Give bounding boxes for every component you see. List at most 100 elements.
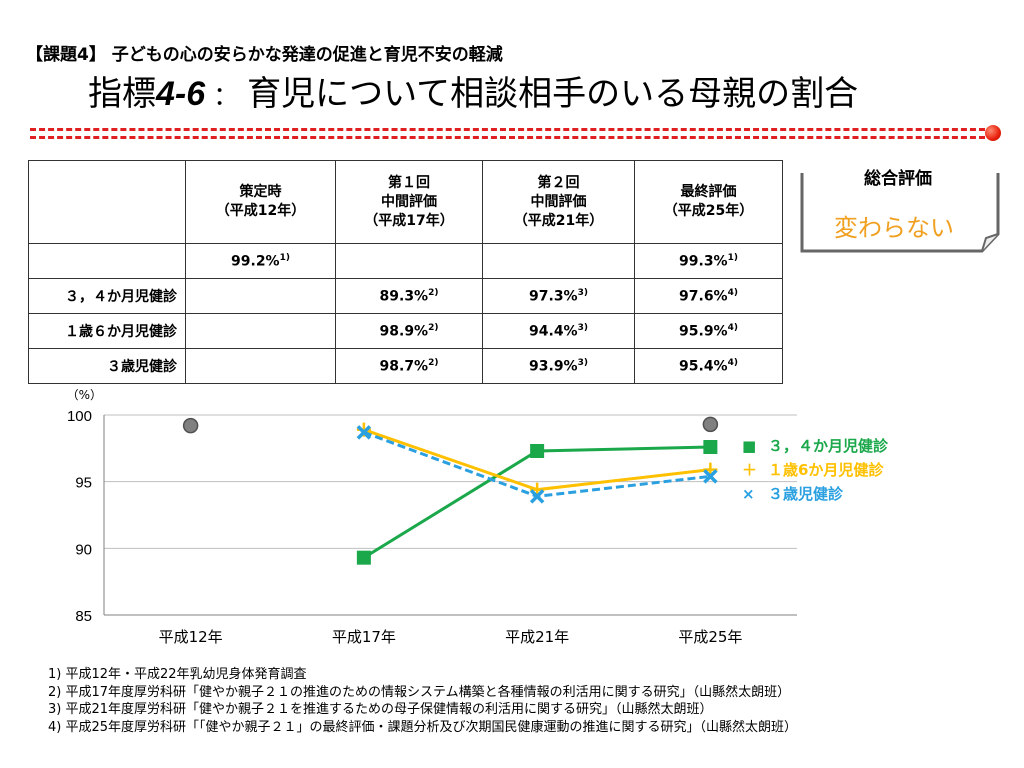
table-cell: 95.4%4) bbox=[634, 348, 783, 384]
indicator-prefix: 指標 bbox=[88, 74, 156, 114]
legend-marker: × bbox=[742, 485, 755, 503]
indicator-title: 育児について相談相手のいる母親の割合 bbox=[247, 74, 859, 114]
header-text: 第２回 中間評価 （平成21年） bbox=[513, 174, 604, 229]
header-cell: 第２回 中間評価 （平成21年） bbox=[482, 160, 635, 244]
x-tick-label: 平成12年 bbox=[159, 628, 223, 646]
table-cell: 99.2%1) bbox=[185, 243, 336, 279]
table-cell: 97.3%3) bbox=[482, 278, 635, 314]
table-cell: 97.6%4) bbox=[634, 278, 783, 314]
table-row: ３，４か月児健診 89.3%2) 97.3%3) 97.6%4) bbox=[28, 278, 783, 314]
red-dot-icon bbox=[985, 125, 1001, 141]
footnote: 2) 平成17年度厚労科研「健やか親子２１の推進のための情報システム構築と各種情… bbox=[48, 684, 791, 700]
series-point bbox=[703, 440, 718, 454]
y-tick-label: 90 bbox=[75, 541, 92, 558]
cell-note: 3) bbox=[577, 287, 588, 298]
subject-heading: 【課題4】 子どもの心の安らかな発達の促進と育児不安の軽減 bbox=[26, 45, 503, 65]
table-row: 99.2%1) 99.3%1) bbox=[28, 243, 783, 279]
cell-value: 93.9% bbox=[529, 358, 578, 375]
page-title: 指標4-6：育児について相談相手のいる母親の割合 bbox=[88, 72, 858, 119]
title-divider-top bbox=[30, 128, 985, 131]
legend-label: ３，４か月児健診 bbox=[768, 437, 889, 455]
header-cell bbox=[28, 160, 186, 244]
cell-value: 95.4% bbox=[679, 358, 728, 375]
header-cell: 策定時 （平成12年） bbox=[185, 160, 336, 244]
cell-value: 99.3% bbox=[679, 253, 728, 270]
x-tick-label: 平成25年 bbox=[678, 628, 742, 646]
cell-note: 2) bbox=[428, 357, 439, 368]
table-cell: 89.3%2) bbox=[335, 278, 483, 314]
cell-note: 1) bbox=[279, 252, 290, 263]
table-cell: 94.4%3) bbox=[482, 313, 635, 349]
evaluation-frame bbox=[800, 173, 1000, 253]
table-row: ３歳児健診 98.7%2) 93.9%3) 95.4%4) bbox=[28, 348, 783, 384]
legend-marker: ■ bbox=[742, 437, 756, 455]
table-cell bbox=[335, 243, 483, 279]
cell-note: 4) bbox=[727, 287, 738, 298]
y-tick-label: 85 bbox=[75, 608, 92, 625]
series-point bbox=[530, 444, 545, 458]
series-line bbox=[363, 428, 711, 492]
indicator-separator: ： bbox=[213, 82, 240, 112]
series-line bbox=[363, 445, 711, 559]
table-cell: 93.9%3) bbox=[482, 348, 635, 384]
table-cell bbox=[185, 348, 336, 384]
evaluation-value: 変わらない bbox=[834, 214, 954, 242]
cell-note: 3) bbox=[577, 357, 588, 368]
cell-value: 95.9% bbox=[679, 323, 728, 340]
table-row: １歳６か月児健診 98.9%2) 94.4%3) 95.9%4) bbox=[28, 313, 783, 349]
cell-note: 2) bbox=[428, 322, 439, 333]
table-cell: 99.3%1) bbox=[634, 243, 783, 279]
row-label: ３歳児健診 bbox=[28, 348, 186, 384]
table-cell bbox=[482, 243, 635, 279]
cell-value: 98.7% bbox=[379, 358, 429, 375]
cell-note: 4) bbox=[727, 357, 738, 368]
cell-note: 1) bbox=[727, 252, 738, 263]
row-label: ３，４か月児健診 bbox=[28, 278, 186, 314]
title-divider-bottom bbox=[30, 136, 985, 139]
footnote: 4) 平成25年度厚労科研「「健やか親子２１」の最終評価・課題分析及び次期国民健… bbox=[48, 719, 798, 735]
overall-evaluation-box: 総合評価 変わらない bbox=[796, 164, 1000, 260]
line-chart: 85 90 95 100 （%） 平成12年 平成17年 平成21年 平成25年 ■ ３，４か月児健… bbox=[67, 388, 889, 646]
data-table: 策定時 （平成12年） 第１回 中間評価 （平成17年） 第２回 中間評価 （平… bbox=[28, 160, 783, 384]
header-cell: 最終評価 （平成25年） bbox=[634, 160, 783, 244]
cell-note: 4) bbox=[727, 322, 738, 333]
legend-label: ３歳児健診 bbox=[768, 485, 844, 503]
footnote: 3) 平成21年度厚労科研「健やか親子２１を推進するための母子保健情報の利活用に… bbox=[48, 702, 713, 717]
cell-note: 3) bbox=[577, 322, 588, 333]
series-point bbox=[356, 550, 371, 565]
x-tick-label: 平成21年 bbox=[505, 628, 569, 646]
footnotes: 1) 平成12年・平成22年乳幼児身体発育調査 2) 平成17年度厚労科研「健や… bbox=[48, 666, 797, 736]
row-label bbox=[28, 243, 186, 279]
x-tick-label: 平成17年 bbox=[332, 628, 396, 646]
table-cell bbox=[185, 278, 336, 314]
evaluation-label: 総合評価 bbox=[796, 164, 1000, 189]
cell-value: 97.3% bbox=[529, 288, 578, 305]
y-unit-label: （%） bbox=[67, 388, 102, 402]
overall-point bbox=[702, 416, 719, 433]
y-tick-label: 100 bbox=[67, 408, 92, 425]
header-cell: 第１回 中間評価 （平成17年） bbox=[335, 160, 483, 244]
table-header-row: 策定時 （平成12年） 第１回 中間評価 （平成17年） 第２回 中間評価 （平… bbox=[28, 160, 783, 244]
cell-value: 98.9% bbox=[379, 323, 429, 340]
header-text: 第１回 中間評価 （平成17年） bbox=[364, 174, 454, 229]
table-cell: 95.9%4) bbox=[634, 313, 783, 349]
row-label: １歳６か月児健診 bbox=[28, 313, 186, 349]
legend-marker: ＋ bbox=[742, 461, 757, 479]
series-point bbox=[703, 469, 718, 484]
table-cell: 98.7%2) bbox=[335, 348, 483, 384]
y-tick-label: 95 bbox=[75, 475, 92, 492]
header-text: 策定時 （平成12年） bbox=[215, 184, 306, 219]
header-text: 最終評価 （平成25年） bbox=[663, 184, 754, 219]
series-point bbox=[529, 489, 545, 504]
cell-note: 2) bbox=[428, 287, 439, 298]
indicator-number: 4-6 bbox=[156, 75, 206, 113]
legend-label: １歳6か月児健診 bbox=[768, 461, 884, 479]
cell-value: 94.4% bbox=[529, 323, 578, 340]
table-cell: 98.9%2) bbox=[335, 313, 483, 349]
table-cell bbox=[185, 313, 336, 349]
series-point bbox=[356, 425, 372, 440]
cell-value: 89.3% bbox=[379, 288, 429, 305]
cell-value: 97.6% bbox=[679, 288, 728, 305]
footnote: 1) 平成12年・平成22年乳幼児身体発育調査 bbox=[48, 667, 307, 682]
overall-point bbox=[182, 417, 199, 434]
